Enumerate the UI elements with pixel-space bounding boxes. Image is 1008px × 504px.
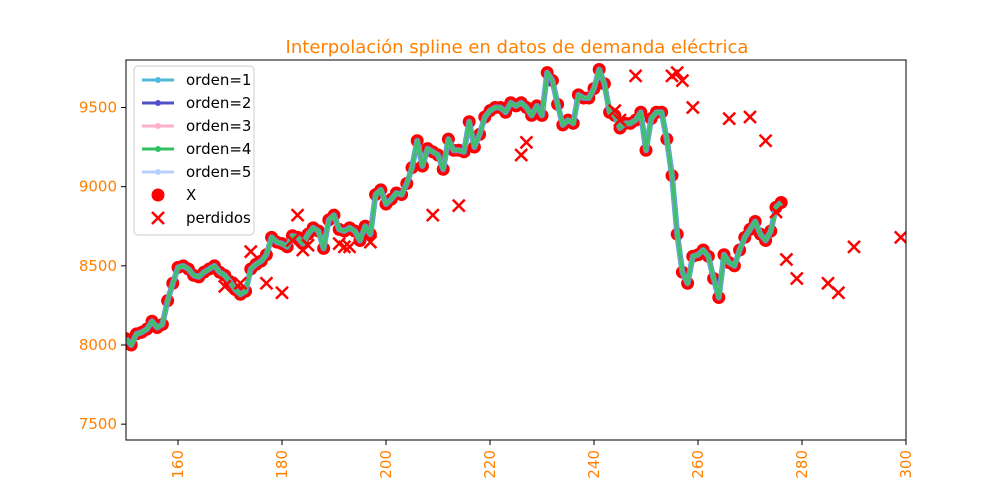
missing-point: [613, 113, 627, 128]
data-point: [848, 0, 861, 7]
data-point: [780, 0, 793, 7]
legend-entry: perdidos: [151, 209, 251, 227]
legend: orden=1 orden=2 orden=3 orden=4 orden=5 Xperd…: [133, 65, 255, 236]
x-tick-label: 160: [169, 450, 187, 479]
missing-point: [607, 103, 622, 118]
missing-point: [425, 208, 440, 223]
legend-entry: orden=5: [142, 163, 251, 181]
data-point: [801, 0, 814, 7]
data-point: [884, 0, 897, 7]
missing-point: [259, 276, 274, 291]
missing-point: [743, 110, 757, 124]
missing-point: [758, 133, 773, 148]
data-point: [863, 0, 876, 7]
legend-label: X: [186, 186, 196, 204]
missing-point: [519, 135, 534, 150]
data-point: [790, 0, 803, 7]
missing-point: [675, 73, 690, 88]
x-tick-label: 280: [793, 450, 811, 479]
data-point: [889, 0, 902, 7]
legend-dot: [155, 169, 161, 175]
missing-point: [831, 285, 846, 300]
data-point: [853, 0, 866, 7]
x-tick-label: 260: [689, 450, 707, 479]
missing-point: [685, 100, 700, 115]
y-tick-label: 7500: [79, 415, 117, 433]
y-tick-label: 8000: [79, 336, 117, 354]
missing-point: [451, 198, 466, 213]
missing-point: [779, 252, 794, 267]
legend-marker-x: [151, 211, 165, 225]
data-point: [796, 0, 809, 7]
legend-dot: [155, 146, 161, 152]
data-point: [874, 0, 887, 7]
missing-point: [628, 68, 643, 83]
data-point: [837, 0, 850, 7]
legend-label: orden=1: [186, 71, 251, 89]
legend-label: orden=2: [186, 94, 251, 112]
missing-point: [342, 239, 357, 254]
legend-label: orden=3: [186, 117, 251, 135]
missing-point: [243, 244, 258, 259]
legend-label: perdidos: [186, 209, 251, 227]
legend-entry: orden=2: [142, 94, 251, 112]
missing-point: [275, 285, 289, 300]
legend-dot: [155, 77, 161, 83]
x-tick-label: 180: [273, 450, 291, 479]
legend-dot: [155, 100, 161, 106]
data-point: [816, 0, 829, 7]
missing-point: [217, 279, 232, 294]
data-point: [879, 0, 892, 7]
missing-point: [722, 111, 737, 126]
y-tick-label: 9500: [79, 99, 117, 117]
y-tick-label: 9000: [79, 178, 117, 196]
legend-entry: orden=4: [142, 140, 251, 158]
missing-point: [514, 148, 529, 162]
data-point: [900, 0, 913, 7]
missing-point: [290, 208, 305, 223]
data-point: [832, 0, 845, 7]
missing-point: [363, 235, 378, 249]
missing-point: [893, 230, 906, 245]
missing-point: [233, 276, 248, 291]
legend-label: orden=4: [186, 140, 251, 158]
x-tick-label: 220: [481, 450, 499, 479]
data-point: [827, 0, 840, 7]
missing-point: [337, 239, 352, 254]
legend-entry: X: [151, 186, 196, 204]
legend-marker-circle: [151, 188, 165, 202]
plot-area-frame: [125, 59, 907, 441]
legend-label: orden=5: [186, 163, 251, 181]
missing-point: [789, 271, 804, 286]
x-tick-label: 200: [377, 450, 395, 479]
x-tick-label: 240: [585, 450, 603, 479]
missing-point: [769, 205, 783, 219]
missing-point: [847, 239, 861, 254]
missing-point: [301, 238, 315, 253]
missing-point: [670, 65, 685, 80]
data-point: [822, 0, 835, 7]
x-tick-label: 300: [897, 450, 915, 479]
data-point: [806, 0, 819, 7]
data-point: [858, 0, 871, 7]
y-tick-label: 8500: [79, 257, 117, 275]
data-point: [842, 0, 855, 7]
data-point: [868, 0, 881, 7]
chart-title: Interpolación spline en datos de demanda…: [286, 37, 749, 58]
data-point: [894, 0, 907, 7]
legend-entry: orden=1: [142, 71, 251, 89]
data-point: [785, 0, 798, 7]
data-point: [811, 0, 824, 7]
legend-entry: orden=3: [142, 117, 251, 135]
legend-dot: [155, 123, 161, 129]
